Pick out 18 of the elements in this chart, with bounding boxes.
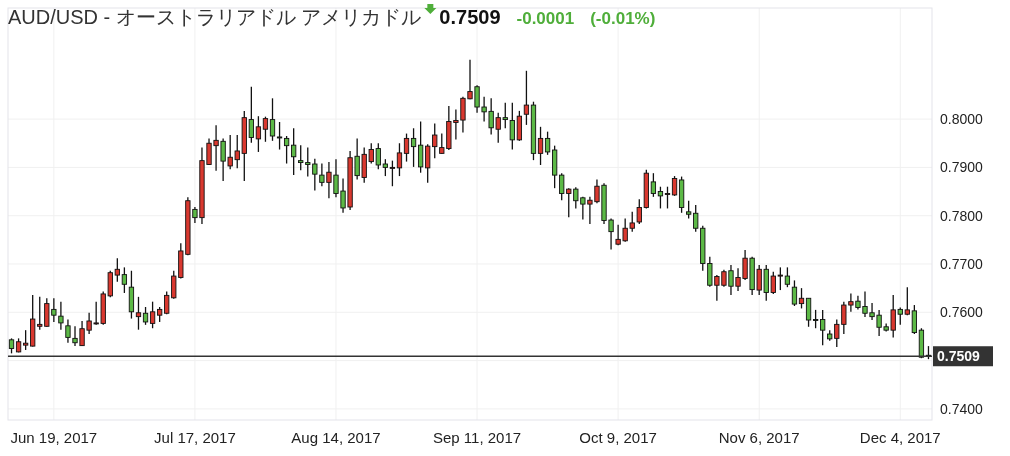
x-tick-label: Jun 19, 2017 [10, 429, 98, 446]
annotation: -0.0001 [516, 9, 575, 28]
y-tick-label: 0.7600 [940, 304, 984, 321]
x-tick-label: Jul 17, 2017 [154, 429, 236, 446]
y-tick-label: 0.7800 [940, 207, 984, 224]
ref-line-label: 0.7509 [937, 348, 981, 365]
annotation: (-0.01%) [590, 9, 656, 28]
x-tick-label: Nov 6, 2017 [718, 429, 800, 446]
x-tick-label: Oct 9, 2017 [579, 429, 657, 446]
x-tick-label: Dec 4, 2017 [859, 429, 941, 446]
x-tick-label: Aug 14, 2017 [291, 429, 381, 446]
y-tick-label: 0.7400 [940, 400, 984, 417]
y-tick-label: 0.7700 [940, 255, 984, 272]
annotation: 0.7509 [439, 6, 501, 28]
chart-title: AUD/USD - オーストラリアドル アメリカドル [8, 6, 422, 28]
y-tick-label: 0.8000 [940, 111, 984, 128]
y-tick-label: 0.7900 [940, 159, 984, 176]
x-tick-label: Sep 11, 2017 [432, 429, 522, 446]
